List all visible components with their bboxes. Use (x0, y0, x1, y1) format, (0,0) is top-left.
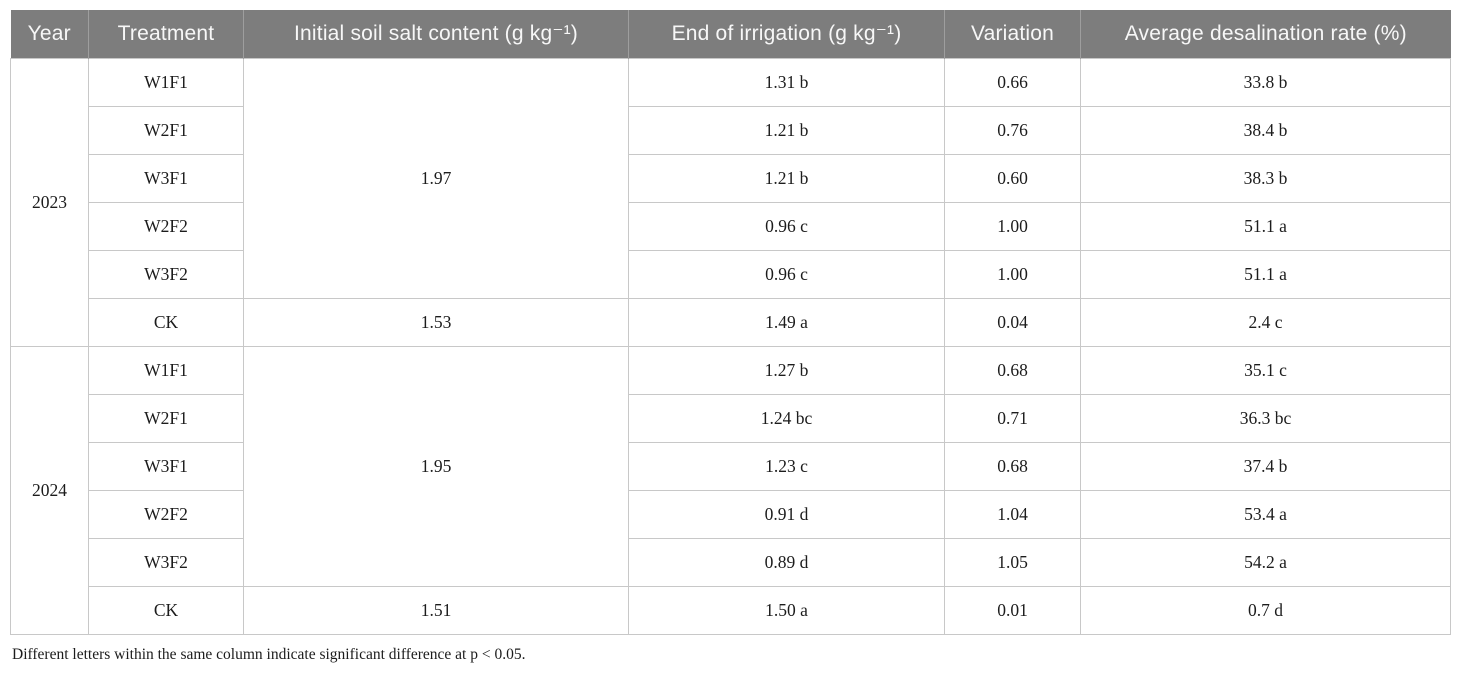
avg-rate-cell: 53.4 a (1080, 489, 1451, 539)
variation-cell: 1.00 (944, 249, 1081, 299)
end-irrigation-cell: 1.50 a (628, 585, 945, 635)
treatment-cell: W2F1 (88, 105, 244, 155)
end-irrigation-cell: 1.24 bc (628, 393, 945, 443)
avg-rate-cell: 51.1 a (1080, 249, 1451, 299)
end-irrigation-cell: 0.96 c (628, 249, 945, 299)
treatment-cell: W3F2 (88, 249, 244, 299)
variation-cell: 0.71 (944, 393, 1081, 443)
table-row: W3F1 1.21 b 0.60 38.3 b (11, 153, 1451, 203)
table-row: CK 1.53 1.49 a 0.04 2.4 c (11, 297, 1451, 347)
avg-rate-cell: 51.1 a (1080, 201, 1451, 251)
variation-cell: 0.68 (944, 345, 1081, 395)
variation-cell: 0.04 (944, 297, 1081, 347)
end-irrigation-cell: 1.31 b (628, 57, 945, 107)
end-irrigation-cell: 1.49 a (628, 297, 945, 347)
year-cell: 2023 (10, 57, 89, 347)
treatment-cell: W3F1 (88, 153, 244, 203)
avg-rate-cell: 54.2 a (1080, 537, 1451, 587)
variation-cell: 1.04 (944, 489, 1081, 539)
avg-rate-cell: 38.3 b (1080, 153, 1451, 203)
table-row: 2024 W1F1 1.95 1.27 b 0.68 35.1 c (10, 345, 1451, 635)
avg-rate-cell: 33.8 b (1080, 57, 1451, 107)
table-row: W2F2 0.96 c 1.00 51.1 a (11, 201, 1451, 251)
treatment-cell: CK (88, 585, 244, 635)
variation-cell: 0.01 (944, 585, 1081, 635)
table-footnote: Different letters within the same column… (12, 645, 526, 663)
header-cell-avg-desalination: Average desalination rate (%) (1080, 10, 1451, 58)
avg-rate-cell: 36.3 bc (1080, 393, 1451, 443)
table-row: W3F2 0.96 c 1.00 51.1 a (11, 249, 1451, 299)
table-row: W2F1 1.24 bc 0.71 36.3 bc (11, 393, 1451, 443)
year-cell: 2024 (10, 345, 89, 635)
avg-rate-cell: 0.7 d (1080, 585, 1451, 635)
table-row: W3F1 1.23 c 0.68 37.4 b (11, 441, 1451, 491)
initial-salt-cell: 1.53 (243, 297, 629, 347)
initial-salt-cell: 1.97 (243, 57, 629, 299)
table-row: W2F2 0.91 d 1.04 53.4 a (11, 489, 1451, 539)
variation-cell: 0.66 (944, 57, 1081, 107)
end-irrigation-cell: 0.89 d (628, 537, 945, 587)
end-irrigation-cell: 0.96 c (628, 201, 945, 251)
table-row: 2023 W1F1 1.97 1.31 b 0.66 33.8 b (10, 57, 1451, 347)
end-irrigation-cell: 1.23 c (628, 441, 945, 491)
treatment-cell: CK (88, 297, 244, 347)
table-row: W2F1 1.21 b 0.76 38.4 b (11, 105, 1451, 155)
end-irrigation-cell: 1.21 b (628, 153, 945, 203)
avg-rate-cell: 37.4 b (1080, 441, 1451, 491)
initial-salt-cell: 1.51 (243, 585, 629, 635)
end-irrigation-cell: 1.21 b (628, 105, 945, 155)
desalination-table: Year Treatment Initial soil salt content… (10, 10, 1451, 635)
table-row: W3F2 0.89 d 1.05 54.2 a (11, 537, 1451, 587)
header-cell-variation: Variation (944, 10, 1081, 58)
treatment-cell: W1F1 (88, 345, 244, 395)
treatment-cell: W3F2 (88, 537, 244, 587)
treatment-cell: W1F1 (88, 57, 244, 107)
treatment-cell: W3F1 (88, 441, 244, 491)
variation-cell: 0.68 (944, 441, 1081, 491)
end-irrigation-cell: 0.91 d (628, 489, 945, 539)
avg-rate-cell: 2.4 c (1080, 297, 1451, 347)
table-body: 2023 W1F1 1.97 1.31 b 0.66 33.8 b W2F1 1… (10, 57, 1451, 635)
header-cell-year: Year (10, 10, 89, 58)
table-header: Year Treatment Initial soil salt content… (10, 10, 1451, 58)
variation-cell: 1.05 (944, 537, 1081, 587)
header-cell-treatment: Treatment (88, 10, 244, 58)
avg-rate-cell: 35.1 c (1080, 345, 1451, 395)
variation-cell: 0.76 (944, 105, 1081, 155)
header-cell-initial-salt: Initial soil salt content (g kg⁻¹) (243, 10, 629, 58)
variation-cell: 1.00 (944, 201, 1081, 251)
treatment-cell: W2F2 (88, 201, 244, 251)
treatment-cell: W2F2 (88, 489, 244, 539)
end-irrigation-cell: 1.27 b (628, 345, 945, 395)
header-cell-end-irrigation: End of irrigation (g kg⁻¹) (628, 10, 945, 58)
variation-cell: 0.60 (944, 153, 1081, 203)
header-row: Year Treatment Initial soil salt content… (10, 10, 1451, 58)
table-row: CK 1.51 1.50 a 0.01 0.7 d (11, 585, 1451, 635)
avg-rate-cell: 38.4 b (1080, 105, 1451, 155)
initial-salt-cell: 1.95 (243, 345, 629, 587)
treatment-cell: W2F1 (88, 393, 244, 443)
